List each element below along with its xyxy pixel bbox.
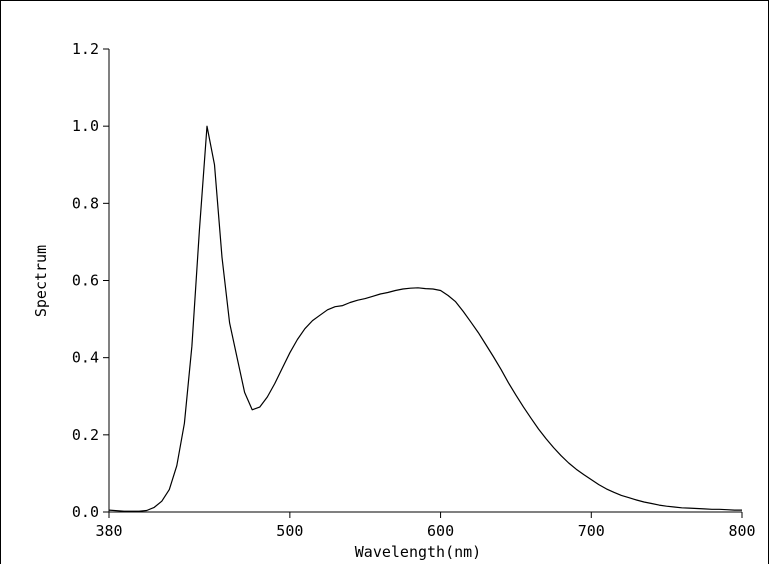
y-tick-label: 1.2 [72,40,99,58]
spectrum-line [108,125,742,512]
x-tick-label: 500 [276,522,303,540]
x-tick-label: 380 [95,522,122,540]
x-tick-label: 600 [427,522,454,540]
tick-labels: 380 500 600 700 800 0.0 0.2 0.4 0.6 0.8 1.0 1.2 [72,40,756,540]
y-tick-label: 0.4 [72,349,99,367]
y-axis-label: Spectrum [32,245,50,317]
x-axis-label: Wavelength(nm) [355,543,481,561]
y-tick-label: 0.2 [72,426,99,444]
x-tick-label: 700 [578,522,605,540]
series-group [108,125,742,512]
y-tick-label: 0.6 [72,272,99,290]
y-tick-label: 0.0 [72,503,99,521]
y-tick-label: 0.8 [72,194,99,212]
tick-marks [103,48,743,518]
axes [108,49,742,513]
y-tick-label: 1.0 [72,117,99,135]
x-tick-label: 800 [728,522,755,540]
